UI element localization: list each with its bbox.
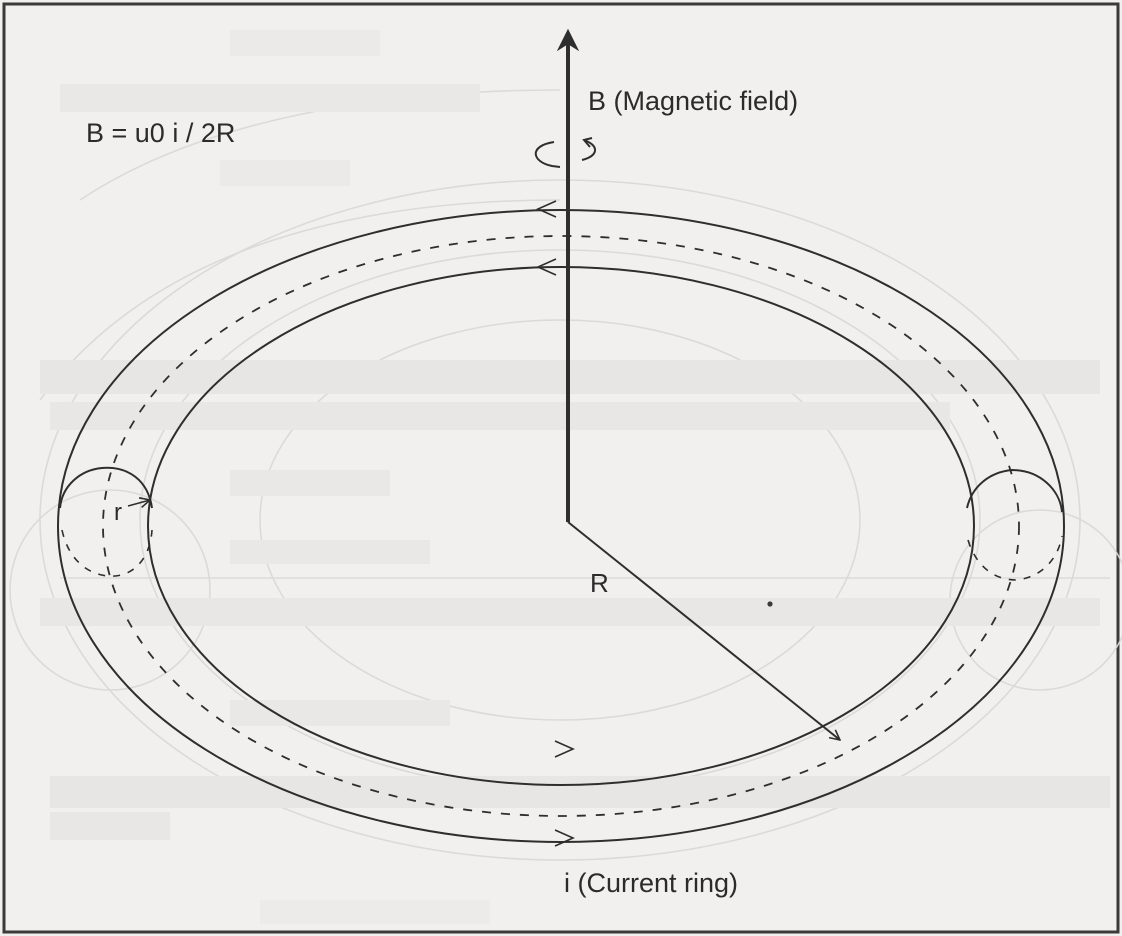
current-ring-torus bbox=[57, 200, 1065, 847]
ring-radius-label: R bbox=[590, 568, 609, 598]
current-arrow-front-mid bbox=[554, 740, 575, 758]
radius-vector bbox=[567, 521, 840, 740]
current-ring-label: i (Current ring) bbox=[564, 868, 738, 898]
tube-radius-label: r bbox=[114, 499, 122, 526]
rotation-arrowhead bbox=[582, 137, 593, 148]
ring-inner-edge bbox=[147, 266, 975, 786]
current-arrow-front-outer bbox=[554, 829, 575, 847]
magnetic-field-label: B (Magnetic field) bbox=[588, 86, 798, 116]
right-cross-section-back bbox=[967, 535, 1063, 581]
current-arrow-back-inner bbox=[536, 258, 557, 276]
ring-outer-edge bbox=[57, 209, 1065, 843]
current-arrow-back-outer bbox=[536, 200, 557, 218]
right-cross-section-front bbox=[966, 468, 1063, 513]
formula-label: B = u0 i / 2R bbox=[86, 118, 235, 148]
ring-center-dashed-path bbox=[102, 235, 1020, 817]
stray-dot bbox=[767, 601, 773, 607]
left-cross-section-back bbox=[61, 529, 153, 577]
tube-radius-vector bbox=[127, 500, 150, 506]
rotation-arrow-tail bbox=[581, 139, 596, 161]
left-cross-section-front bbox=[59, 466, 153, 509]
rotation-arrow-icon bbox=[534, 141, 561, 168]
